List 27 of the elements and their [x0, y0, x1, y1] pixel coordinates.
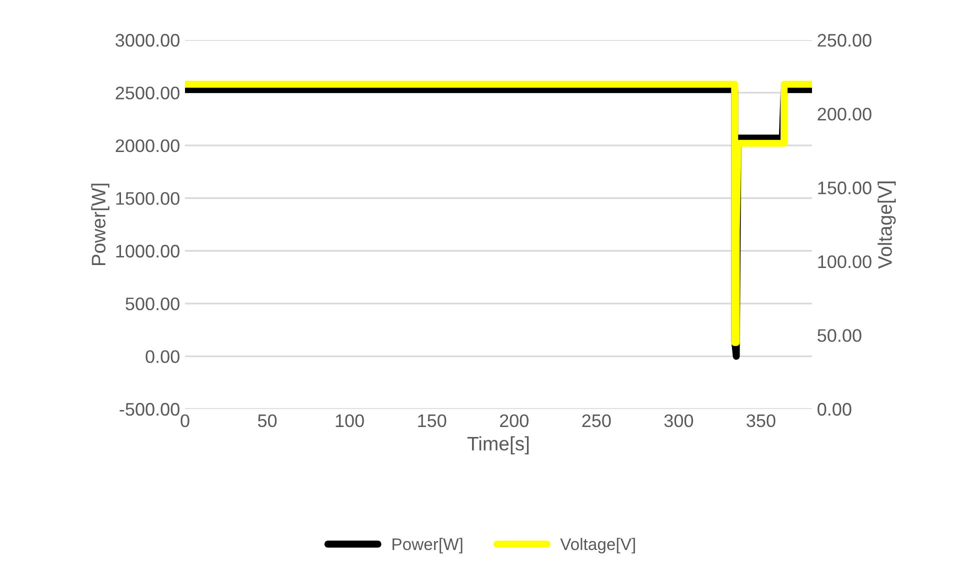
- x-tick-label: 300: [664, 414, 694, 428]
- x-tick-label: 0: [180, 414, 190, 428]
- y-tick-label: 500.00: [126, 298, 180, 310]
- legend-label: Power[W]: [392, 538, 462, 554]
- y-tick-label: -500.00: [120, 402, 180, 416]
- y-tick-label: 2000.00: [116, 139, 180, 152]
- x-axis-title: Time[s]: [467, 436, 529, 454]
- y2-tick-label: 100.00: [818, 255, 872, 268]
- legend-label: Voltage[V]: [560, 538, 635, 554]
- y-tick-label: 2500.00: [116, 86, 180, 100]
- y-axis-title: Power[W]: [91, 184, 110, 266]
- y2-tick-label: 250.00: [818, 34, 872, 47]
- y-tick-label: 3000.00: [116, 34, 180, 47]
- x-tick-label: 50: [258, 414, 277, 428]
- y-tick-label: 1500.00: [116, 192, 180, 205]
- x-tick-label: 100: [336, 414, 364, 428]
- x-tick-label: 200: [500, 414, 528, 428]
- y-tick-label: 0.00: [146, 350, 180, 364]
- y2-tick-label: 150.00: [818, 182, 872, 194]
- x-tick-label: 350: [746, 414, 776, 428]
- x-tick-label: 150: [418, 414, 446, 428]
- y2-tick-label: 50.00: [818, 329, 862, 342]
- y-tick-label: 1000.00: [116, 244, 180, 258]
- y2-tick-label: 0.00: [818, 402, 852, 416]
- x-tick-label: 250: [582, 414, 611, 428]
- y2-tick-label: 200.00: [818, 108, 872, 121]
- y2-axis-title: Voltage[V]: [878, 182, 896, 269]
